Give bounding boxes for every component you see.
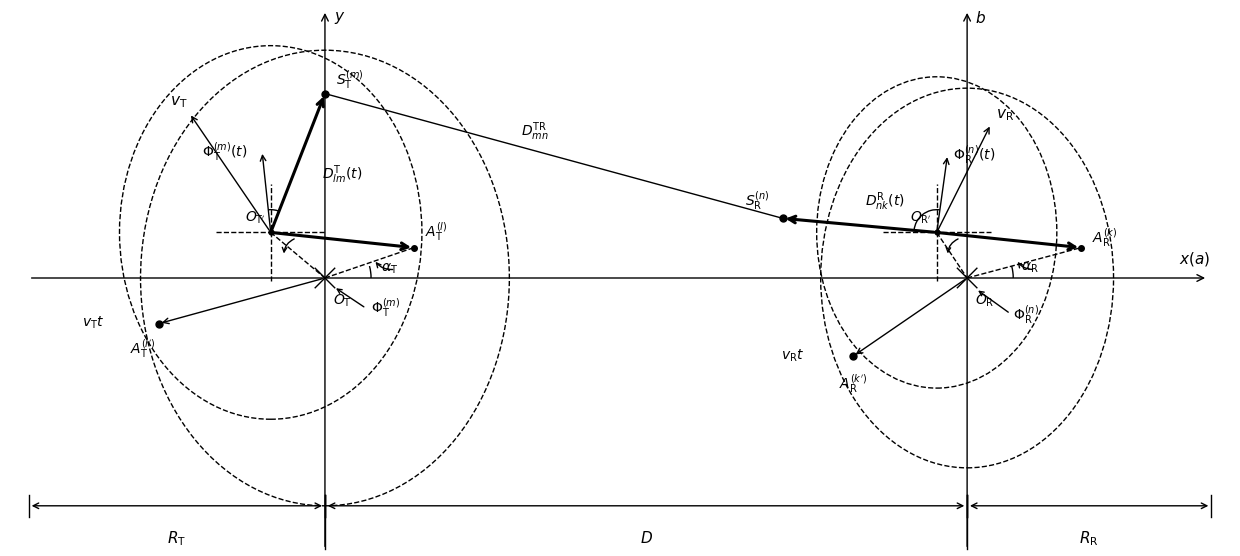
Text: $O_{\rm T}$: $O_{\rm T}$ <box>332 292 351 309</box>
Text: $b$: $b$ <box>975 10 986 26</box>
Text: $S_{\rm T}^{(m)}$: $S_{\rm T}^{(m)}$ <box>336 69 363 91</box>
Text: $\Phi_{\rm R}^{(n)}$: $\Phi_{\rm R}^{(n)}$ <box>1013 303 1039 325</box>
Text: $\Phi_{\rm T}^{(m)}(t)$: $\Phi_{\rm T}^{(m)}(t)$ <box>202 140 248 163</box>
Text: $A_{\rm R}^{(k)}$: $A_{\rm R}^{(k)}$ <box>1092 226 1117 249</box>
Text: $v_{\rm T}$: $v_{\rm T}$ <box>170 95 187 110</box>
Text: $A_{\rm R}^{(k')}$: $A_{\rm R}^{(k')}$ <box>839 373 868 395</box>
Text: $R_{\rm T}$: $R_{\rm T}$ <box>167 530 186 548</box>
Text: $O_{\rm T'}$: $O_{\rm T'}$ <box>244 210 265 226</box>
Text: $S_{\rm R}^{(n)}$: $S_{\rm R}^{(n)}$ <box>745 189 770 212</box>
Text: $D_{nk}^{\rm R}(t)$: $D_{nk}^{\rm R}(t)$ <box>866 190 905 213</box>
Text: $v_{\rm R}t$: $v_{\rm R}t$ <box>781 348 805 364</box>
Text: $O_{\rm R'}$: $O_{\rm R'}$ <box>910 210 931 226</box>
Text: $\Phi_{\rm R}^{(n)}(t)$: $\Phi_{\rm R}^{(n)}(t)$ <box>954 143 996 166</box>
Text: $A_{\rm T}^{(l')}$: $A_{\rm T}^{(l')}$ <box>130 338 155 360</box>
Text: $\Phi_{\rm T}^{(m)}$: $\Phi_{\rm T}^{(m)}$ <box>371 296 399 319</box>
Text: $O_{\rm R}$: $O_{\rm R}$ <box>975 292 994 309</box>
Text: $y$: $y$ <box>334 10 345 26</box>
Text: $\alpha_{\rm R}$: $\alpha_{\rm R}$ <box>1022 260 1039 275</box>
Text: $\alpha_{\rm T}$: $\alpha_{\rm T}$ <box>382 261 398 276</box>
Text: $v_{\rm R}$: $v_{\rm R}$ <box>997 107 1014 123</box>
Text: $D_{mn}^{\rm TR}$: $D_{mn}^{\rm TR}$ <box>521 121 549 143</box>
Text: $x(a)$: $x(a)$ <box>1179 250 1210 268</box>
Text: $R_{\rm R}$: $R_{\rm R}$ <box>1079 530 1099 548</box>
Text: $D_{lm}^{\rm T}(t)$: $D_{lm}^{\rm T}(t)$ <box>321 163 362 186</box>
Text: $D$: $D$ <box>640 530 652 545</box>
Text: $A_{\rm T}^{(l)}$: $A_{\rm T}^{(l)}$ <box>425 221 448 243</box>
Text: $v_{\rm T}t$: $v_{\rm T}t$ <box>82 315 104 331</box>
